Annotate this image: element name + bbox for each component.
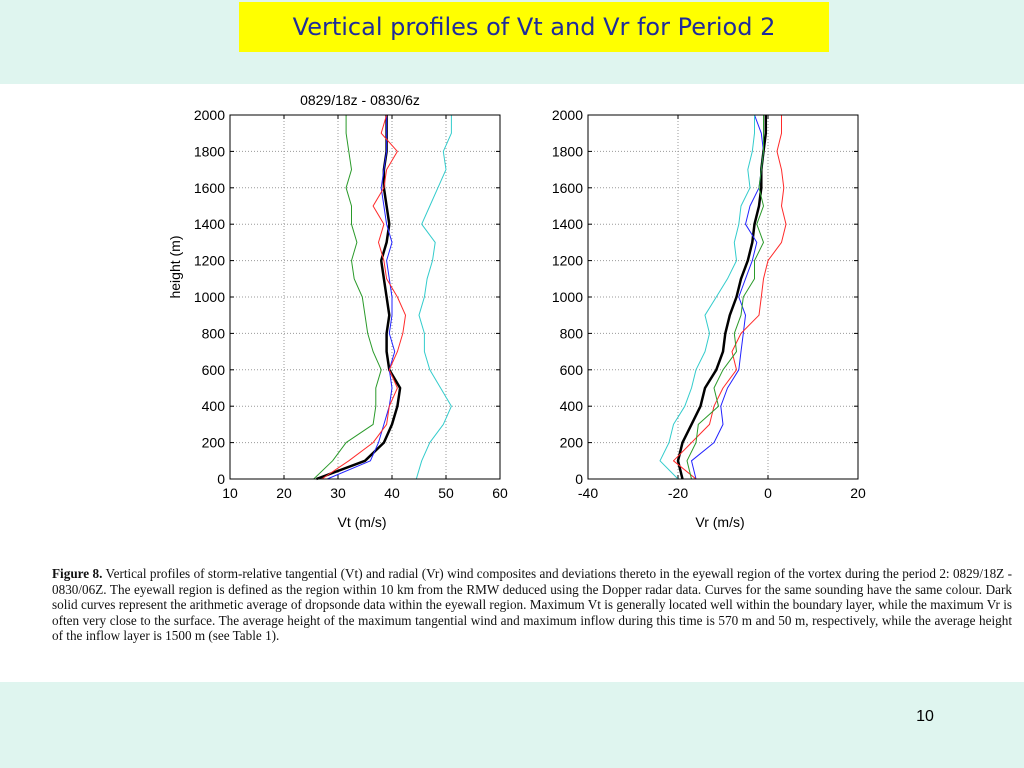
charts-canvas: 10 20 30 40 50 600200400600800100012001400160… xyxy=(167,92,866,530)
x-tick-label: -40 xyxy=(578,485,598,501)
plot-frame xyxy=(229,114,501,480)
y-tick-label: 200 xyxy=(560,435,584,451)
vt-profile-chart: 10 20 30 40 50 600200400600800100012001400160… xyxy=(167,92,508,530)
y-tick-label: 1600 xyxy=(552,180,583,196)
caption-text: Vertical profiles of storm-relative tang… xyxy=(52,566,1012,643)
x-tick-label: 10 xyxy=(222,485,238,501)
caption-label: Figure 8. xyxy=(52,566,103,581)
y-tick-label: 1400 xyxy=(194,216,225,232)
y-tick-label: 1800 xyxy=(194,143,225,159)
series-line-0 xyxy=(676,115,768,480)
y-tick-label: 1400 xyxy=(552,216,583,232)
vr-profile-chart: -40 -20 0 200200400600800100012001400160018… xyxy=(552,107,866,530)
y-tick-label: 1000 xyxy=(552,289,583,305)
y-tick-label: 1800 xyxy=(552,143,583,159)
x-tick-label: 40 xyxy=(384,485,400,501)
x-tick-label: 30 xyxy=(330,485,346,501)
y-tick-label: 1600 xyxy=(194,180,225,196)
x-axis-label: Vr (m/s) xyxy=(695,514,744,530)
series-line-1 xyxy=(327,115,396,480)
series-line-2 xyxy=(673,115,787,480)
y-tick-label: 800 xyxy=(560,325,584,341)
y-tick-label: 200 xyxy=(202,435,226,451)
x-tick-label: 20 xyxy=(850,485,866,501)
x-tick-label: -20 xyxy=(668,485,688,501)
y-tick-label: 2000 xyxy=(552,107,583,123)
y-tick-label: 600 xyxy=(202,362,226,378)
x-tick-label: 20 xyxy=(276,485,292,501)
x-tick-label: 60 xyxy=(492,485,508,501)
y-tick-label: 600 xyxy=(560,362,584,378)
series-line-0 xyxy=(315,115,402,481)
figure-caption: Figure 8. Vertical profiles of storm-rel… xyxy=(52,566,1012,644)
y-tick-label: 800 xyxy=(202,325,226,341)
series-line-4 xyxy=(415,115,452,480)
x-tick-label: 0 xyxy=(764,485,772,501)
series-line-2 xyxy=(321,114,406,480)
chart-title: 0829/18z - 0830/6z xyxy=(300,92,420,108)
plot-frame xyxy=(587,114,859,480)
y-tick-label: 2000 xyxy=(194,107,225,123)
y-tick-label: 1000 xyxy=(194,289,225,305)
y-tick-label: 1200 xyxy=(552,253,583,269)
y-axis-label: height (m) xyxy=(167,235,183,298)
y-tick-label: 400 xyxy=(560,398,584,414)
slide-title: Vertical profiles of Vt and Vr for Perio… xyxy=(239,2,829,52)
y-tick-label: 0 xyxy=(217,471,225,487)
page-number: 10 xyxy=(916,708,934,725)
series-line-3 xyxy=(686,115,764,480)
y-tick-label: 400 xyxy=(202,398,226,414)
series-line-4 xyxy=(659,115,755,480)
series-line-3 xyxy=(313,115,382,480)
x-tick-label: 50 xyxy=(438,485,454,501)
figure-panel: 10 20 30 40 50 60 0 200 400 600 800 1000 1200 1400 160… xyxy=(0,84,1024,682)
x-axis-label: Vt (m/s) xyxy=(338,514,387,530)
y-tick-label: 0 xyxy=(575,471,583,487)
y-tick-label: 1200 xyxy=(194,253,225,269)
slide-title-text: Vertical profiles of Vt and Vr for Perio… xyxy=(292,13,776,41)
